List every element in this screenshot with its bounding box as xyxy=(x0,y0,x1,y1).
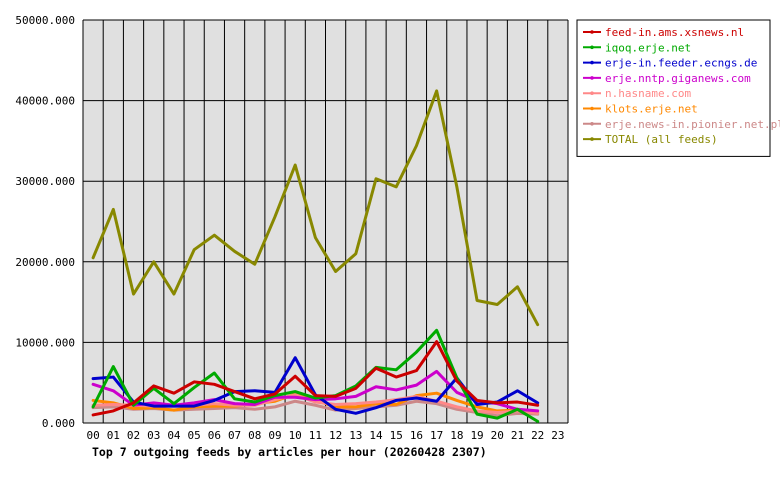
y-tick-label: 50000.000 xyxy=(15,14,75,27)
axes: 0.000 10000.000 20000.000 30000.000 40000.00… xyxy=(15,14,564,442)
x-tick-label: 17 xyxy=(430,429,443,442)
x-tick-label: 11 xyxy=(309,429,322,442)
legend-label: TOTAL (all feeds) xyxy=(605,133,718,146)
x-tick-label: 14 xyxy=(369,429,383,442)
x-tick-label: 07 xyxy=(228,429,241,442)
x-tick-label: 00 xyxy=(86,429,99,442)
x-tick-label: 09 xyxy=(268,429,281,442)
y-tick-label: 40000.000 xyxy=(15,95,75,108)
x-tick-label: 18 xyxy=(450,429,463,442)
x-tick-label: 08 xyxy=(248,429,261,442)
x-tick-label: 01 xyxy=(107,429,120,442)
x-tick-label: 10 xyxy=(289,429,302,442)
legend: feed-in.ams.xsnews.nl iqoq.erje.net erje-i… xyxy=(576,19,780,157)
legend-box xyxy=(576,19,771,157)
legend-marker xyxy=(590,106,594,111)
chart-title: Top 7 outgoing feeds by articles per hou… xyxy=(92,445,487,459)
series-lines xyxy=(91,89,540,423)
legend-marker xyxy=(590,91,594,95)
series-line-iqoq-erje-net xyxy=(91,328,540,423)
legend-marker xyxy=(590,60,594,65)
legend-marker xyxy=(590,30,594,34)
legend-label: erje-in.feeder.ecngs.de xyxy=(605,57,757,70)
x-tick-label: 02 xyxy=(127,429,140,442)
x-tick-label: 03 xyxy=(147,429,160,442)
series-line-total-all-feeds- xyxy=(91,89,540,327)
x-tick-label: 16 xyxy=(410,429,423,442)
x-tick-label: 22 xyxy=(531,429,544,442)
y-tick-label: 0.000 xyxy=(42,417,75,430)
y-tick-label: 10000.000 xyxy=(15,336,75,349)
x-tick-label: 12 xyxy=(329,429,342,442)
legend-marker xyxy=(590,137,594,141)
legend-marker xyxy=(590,76,594,80)
legend-label: n.hasname.com xyxy=(605,87,691,100)
legend-label: iqoq.erje.net xyxy=(605,41,691,54)
legend-marker xyxy=(590,122,594,126)
legend-label: klots.erje.net xyxy=(605,103,698,116)
legend-marker xyxy=(590,45,594,50)
legend-label: erje.nntp.giganews.com xyxy=(605,72,751,85)
x-tick-label: 13 xyxy=(349,429,362,442)
x-tick-label: 19 xyxy=(470,429,483,442)
legend-label: feed-in.ams.xsnews.nl xyxy=(605,26,744,39)
series-line-feed-in-ams-xsnews-nl xyxy=(91,340,540,417)
x-tick-label: 04 xyxy=(167,429,181,442)
series-line-erje-nntp-giganews-com xyxy=(91,369,540,413)
x-tick-label: 20 xyxy=(491,429,504,442)
x-tick-label: 06 xyxy=(208,429,221,442)
y-tick-label: 30000.000 xyxy=(15,175,75,188)
x-tick-label: 15 xyxy=(390,429,403,442)
x-tick-label: 05 xyxy=(188,429,201,442)
y-tick-label: 20000.000 xyxy=(15,256,75,269)
x-tick-label: 23 xyxy=(551,429,564,442)
legend-label: erje.news-in.pionier.net.pl xyxy=(605,118,780,131)
x-tick-label: 21 xyxy=(511,429,524,442)
